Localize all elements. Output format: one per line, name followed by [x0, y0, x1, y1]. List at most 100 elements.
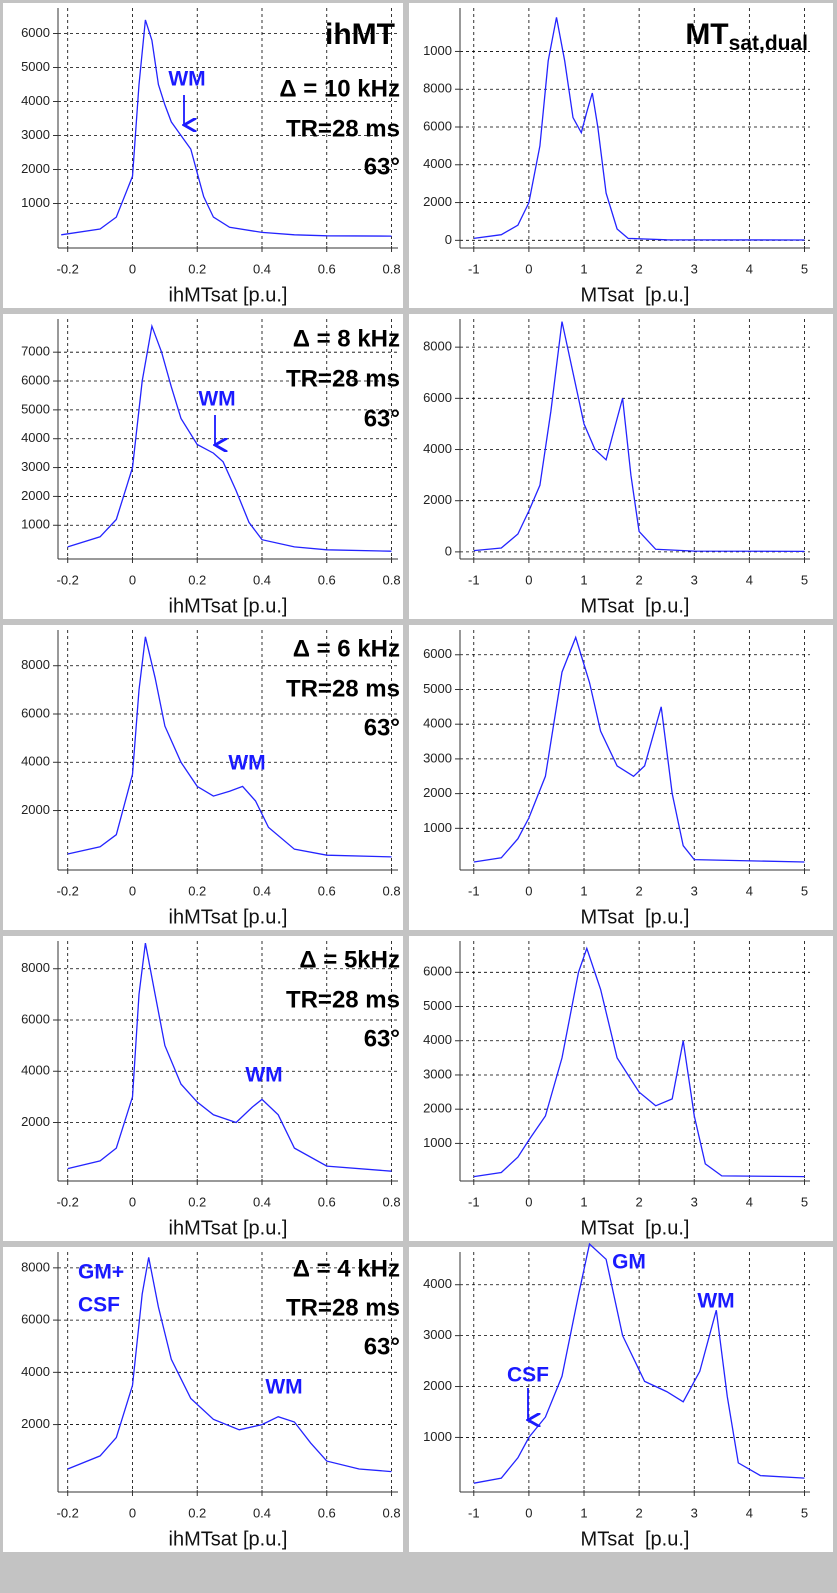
- y-tick-label: 1000: [423, 1429, 452, 1444]
- y-tick-label: 2000: [21, 802, 50, 817]
- x-tick-label: -1: [468, 883, 480, 898]
- y-tick-label: 4000: [423, 156, 452, 171]
- x-axis-title: MTsat [p.u.]: [581, 284, 690, 306]
- parameter-label: 63°: [364, 714, 400, 741]
- x-tick-label: 0.8: [382, 1505, 400, 1520]
- tissue-label: WM: [228, 752, 265, 775]
- y-tick-label: 3000: [21, 127, 50, 142]
- y-tick-label: 6000: [21, 1011, 50, 1026]
- y-tick-label: 5000: [21, 401, 50, 416]
- x-tick-label: -1: [468, 1194, 480, 1209]
- y-tick-label: 6000: [423, 118, 452, 133]
- histogram-curve: [473, 946, 805, 1178]
- title-main: MT: [685, 18, 728, 51]
- tissue-label: WM: [245, 1064, 282, 1087]
- x-tick-label: 5: [801, 1194, 808, 1209]
- histogram-curve: [473, 321, 805, 553]
- x-tick-label: 1: [580, 572, 587, 587]
- x-tick-label: -0.2: [57, 261, 79, 276]
- tissue-label: GM+: [78, 1261, 124, 1284]
- y-tick-label: 6000: [21, 1312, 50, 1327]
- y-tick-label: 4000: [423, 716, 452, 731]
- x-tick-label: 0: [525, 883, 532, 898]
- tissue-label: GM: [612, 1251, 646, 1274]
- y-tick-label: 6000: [423, 390, 452, 405]
- x-tick-label: 0.6: [318, 1505, 336, 1520]
- x-tick-label: 4: [746, 883, 753, 898]
- panel-title: ihMT: [325, 18, 395, 51]
- histogram-curve: [67, 636, 392, 858]
- parameter-label: 63°: [364, 405, 400, 432]
- x-tick-label: 4: [746, 1505, 753, 1520]
- x-tick-label: 0.8: [382, 261, 400, 276]
- histogram-curve: [61, 19, 392, 237]
- x-tick-label: -0.2: [57, 1505, 79, 1520]
- y-tick-label: 4000: [21, 1063, 50, 1078]
- histogram-curve: [67, 942, 392, 1172]
- y-tick-label: 3000: [423, 750, 452, 765]
- x-tick-label: 0: [525, 1505, 532, 1520]
- x-axis-title: ihMTsat [p.u.]: [169, 1217, 288, 1239]
- y-tick-label: 2000: [423, 1101, 452, 1116]
- panel: [3, 936, 403, 1241]
- x-tick-label: 0.4: [253, 1505, 271, 1520]
- panel: [409, 1247, 833, 1552]
- panel: [409, 3, 833, 308]
- tissue-label: WM: [265, 1376, 302, 1399]
- parameter-label: Δ = 6 kHz: [293, 635, 400, 662]
- title-sub: sat,dual: [729, 32, 808, 55]
- y-tick-label: 5000: [423, 681, 452, 696]
- y-tick-label: 0: [445, 232, 452, 247]
- panel: [3, 314, 403, 619]
- y-tick-label: 4000: [21, 1364, 50, 1379]
- y-tick-label: 2000: [21, 488, 50, 503]
- y-tick-label: 7000: [21, 344, 50, 359]
- x-tick-label: 5: [801, 572, 808, 587]
- histogram-curve: [473, 635, 805, 863]
- x-tick-label: 0.6: [318, 1194, 336, 1209]
- x-tick-label: 3: [691, 1505, 698, 1520]
- parameter-label: TR=28 ms: [286, 1294, 400, 1321]
- x-tick-label: 2: [636, 883, 643, 898]
- parameter-label: Δ = 8 kHz: [293, 325, 400, 352]
- tissue-label: WM: [198, 388, 235, 411]
- x-tick-label: 0.8: [382, 1194, 400, 1209]
- x-tick-label: 2: [636, 1194, 643, 1209]
- x-tick-label: 0.6: [318, 883, 336, 898]
- y-tick-label: 2000: [21, 1114, 50, 1129]
- x-axis-title: MTsat [p.u.]: [581, 595, 690, 617]
- y-tick-label: 8000: [21, 657, 50, 672]
- x-tick-label: 0.4: [253, 883, 271, 898]
- y-tick-label: 4000: [21, 754, 50, 769]
- x-tick-label: 4: [746, 261, 753, 276]
- y-tick-label: 6000: [423, 964, 452, 979]
- y-tick-label: 6000: [21, 372, 50, 387]
- x-tick-label: -1: [468, 261, 480, 276]
- panel: [3, 625, 403, 930]
- x-tick-label: 3: [691, 883, 698, 898]
- x-tick-label: 1: [580, 261, 587, 276]
- y-tick-label: 2000: [423, 194, 452, 209]
- parameter-label: Δ = 10 kHz: [279, 75, 400, 102]
- y-tick-label: 5000: [423, 998, 452, 1013]
- x-tick-label: 4: [746, 1194, 753, 1209]
- parameter-label: TR=28 ms: [286, 986, 400, 1013]
- x-tick-label: 2: [636, 261, 643, 276]
- x-axis-title: ihMTsat [p.u.]: [169, 284, 288, 306]
- x-tick-label: 0.4: [253, 1194, 271, 1209]
- x-tick-label: 5: [801, 1505, 808, 1520]
- y-tick-label: 2000: [423, 1378, 452, 1393]
- title-main: ihMT: [325, 18, 395, 51]
- y-tick-label: 2000: [423, 785, 452, 800]
- x-axis-title: MTsat [p.u.]: [581, 1528, 690, 1550]
- x-tick-label: 0.4: [253, 572, 271, 587]
- panel: [409, 314, 833, 619]
- tissue-label: CSF: [507, 1364, 549, 1387]
- x-axis-title: MTsat [p.u.]: [581, 1217, 690, 1239]
- x-axis-title: ihMTsat [p.u.]: [169, 595, 288, 617]
- x-tick-label: 0.8: [382, 572, 400, 587]
- x-tick-label: 0: [129, 572, 136, 587]
- x-tick-label: 3: [691, 572, 698, 587]
- x-tick-label: 1: [580, 1505, 587, 1520]
- histogram-curve: [473, 17, 805, 241]
